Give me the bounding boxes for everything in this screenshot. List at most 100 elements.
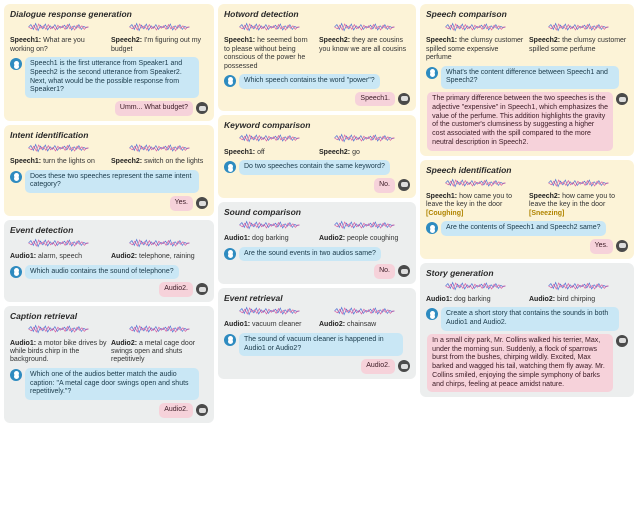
answer-bubble: In a small city park, Mr. Collins walked… [427, 334, 613, 393]
waveform-icon [319, 305, 410, 317]
input-label: Audio2: [111, 253, 137, 260]
input-2: Speech2: I'm figuring out my budget [111, 21, 208, 54]
waveform-icon [426, 21, 525, 33]
waveform-icon [10, 142, 107, 154]
waveform-icon [319, 132, 410, 144]
question-row: What's the content difference between Sp… [426, 66, 628, 90]
input-text: dog barking [252, 235, 289, 242]
question-bubble: What's the content difference between Sp… [441, 66, 619, 90]
input-label: Speech1: [10, 158, 41, 165]
user-avatar-icon [426, 67, 438, 79]
highlight-text: [Coughing] [426, 210, 463, 217]
input-label: Speech2: [529, 193, 560, 200]
input-1: Audio1: dog barking [426, 280, 525, 305]
input-label: Audio2: [529, 296, 555, 303]
answer-bubble: Yes. [590, 239, 613, 254]
user-avatar-icon [10, 171, 22, 183]
input-label: Audio2: [111, 340, 137, 347]
column-3: Speech comparison Speech1: the clumsy cu… [420, 4, 634, 423]
input-text: off [257, 149, 265, 156]
user-avatar-icon [224, 248, 236, 260]
panel-event-detection: Event detection Audio1: alarm, speech Au… [4, 220, 214, 302]
answer-row: Audio2. [10, 403, 208, 418]
input-label: Speech2: [111, 158, 142, 165]
bot-avatar-icon [616, 93, 628, 105]
bot-avatar-icon [398, 265, 410, 277]
panel-title: Keyword comparison [224, 120, 410, 130]
panel-title: Story generation [426, 268, 628, 278]
input-text: bird chirping [557, 296, 595, 303]
highlight-text: [Sneezing] [529, 210, 564, 217]
waveform-icon [426, 280, 525, 292]
input-label: Audio1: [426, 296, 452, 303]
answer-bubble: Yes. [170, 196, 193, 211]
answer-row: Yes. [426, 239, 628, 254]
question-bubble: Which one of the audios better match the… [25, 368, 199, 400]
waveform-icon [111, 237, 208, 249]
input-2: Audio2: chainsaw [319, 305, 410, 330]
user-avatar-icon [224, 75, 236, 87]
waveform-icon [224, 132, 315, 144]
waveform-icon [426, 177, 525, 189]
panel-hotword: Hotword detection Speech1: he seemed bor… [218, 4, 416, 111]
input-label: Audio2: [319, 321, 345, 328]
answer-bubble: No. [374, 264, 395, 279]
input-label: Audio1: [10, 253, 36, 260]
question-bubble: The sound of vacuum cleaner is happened … [239, 333, 403, 357]
waveform-icon [10, 21, 107, 33]
input-1: Speech1: off [224, 132, 315, 157]
user-avatar-icon [10, 58, 22, 70]
inputs: Audio1: vacuum cleaner Audio2: chainsaw [224, 305, 410, 330]
question-row: Which speech contains the word "power"? [224, 74, 410, 89]
input-text: telephone, raining [139, 253, 195, 260]
question-bubble: Do two speeches contain the same keyword… [239, 160, 390, 175]
answer-row: Speech1. [224, 92, 410, 107]
inputs: Speech1: turn the lights on Speech2: swi… [10, 142, 208, 167]
waveform-icon [10, 237, 107, 249]
inputs: Speech1: off Speech2: go [224, 132, 410, 157]
input-label: Speech2: [319, 37, 350, 44]
panel-title: Speech comparison [426, 9, 628, 19]
question-row: The sound of vacuum cleaner is happened … [224, 333, 410, 357]
input-2: Audio2: bird chirping [529, 280, 628, 305]
panel-keyword: Keyword comparison Speech1: off Speech2:… [218, 115, 416, 197]
waveform-icon [224, 219, 315, 231]
waveform-icon [111, 323, 208, 335]
input-1: Audio1: dog barking [224, 219, 315, 244]
answer-row: No. [224, 178, 410, 193]
input-1: Speech1: What are you working on? [10, 21, 107, 54]
bot-avatar-icon [398, 360, 410, 372]
inputs: Audio1: dog barking Audio2: bird chirpin… [426, 280, 628, 305]
panel-sound-comparison: Sound comparison Audio1: dog barking Aud… [218, 202, 416, 284]
input-label: Speech1: [224, 149, 255, 156]
panel-title: Sound comparison [224, 207, 410, 217]
question-row: Are the sound events in two audios same? [224, 247, 410, 262]
column-2: Hotword detection Speech1: he seemed bor… [218, 4, 416, 423]
input-text: chainsaw [347, 321, 376, 328]
answer-bubble: Audio2. [361, 359, 395, 374]
panel-title: Dialogue response generation [10, 9, 208, 19]
input-2: Audio2: a metal cage door swings open an… [111, 323, 208, 365]
panel-title: Caption retrieval [10, 311, 208, 321]
inputs: Audio1: alarm, speech Audio2: telephone,… [10, 237, 208, 262]
panel-dialogue: Dialogue response generation Speech1: Wh… [4, 4, 214, 121]
panel-speech-identification: Speech identification Speech1: how came … [420, 160, 634, 259]
input-2: Speech2: go [319, 132, 410, 157]
panel-event-retrieval: Event retrieval Audio1: vacuum cleaner A… [218, 288, 416, 379]
answer-row: No. [224, 264, 410, 279]
input-1: Speech1: how came you to leave the key i… [426, 177, 525, 219]
waveform-icon [529, 280, 628, 292]
input-label: Speech2: [319, 149, 350, 156]
panel-title: Event retrieval [224, 293, 410, 303]
input-1: Audio1: a motor bike drives by while bir… [10, 323, 107, 365]
question-bubble: Are the contents of Speech1 and Speech2 … [441, 221, 606, 236]
user-avatar-icon [10, 369, 22, 381]
bot-avatar-icon [196, 197, 208, 209]
answer-bubble: Audio2. [159, 282, 193, 297]
bot-avatar-icon [196, 404, 208, 416]
input-2: Speech2: the clumsy customer spilled som… [529, 21, 628, 63]
panel-title: Intent identification [10, 130, 208, 140]
input-1: Audio1: vacuum cleaner [224, 305, 315, 330]
question-bubble: Does these two speeches represent the sa… [25, 170, 199, 194]
question-bubble: Are the sound events in two audios same? [239, 247, 381, 262]
